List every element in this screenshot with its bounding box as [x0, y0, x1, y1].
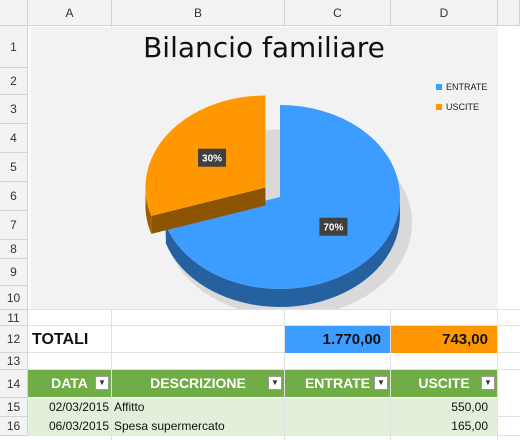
row-header-6[interactable]: 6 — [0, 182, 28, 211]
pie-svg: 70% 30% — [145, 95, 412, 309]
dropdown-arrow-icon[interactable]: ▼ — [95, 376, 109, 390]
row-header-10[interactable]: 10 — [0, 286, 28, 310]
legend-label-uscite: USCITE — [446, 102, 480, 112]
table-row-2-data[interactable]: 06/03/2015 — [28, 417, 111, 436]
table-row-1-uscite[interactable]: 550,00 — [391, 398, 497, 417]
row-header-13[interactable]: 13 — [0, 353, 28, 370]
table-row-1-entrate[interactable] — [285, 398, 390, 417]
table-row-1-data[interactable]: 02/03/2015 — [28, 398, 111, 417]
header-entrate[interactable]: ENTRATE ▼ — [285, 370, 390, 397]
header-data[interactable]: DATA ▼ — [28, 370, 111, 397]
row-header-9[interactable]: 9 — [0, 259, 28, 286]
data-label-text: 70% — [323, 223, 343, 234]
header-uscite-label: USCITE — [418, 375, 470, 391]
legend-item-entrate: ENTRATE — [436, 77, 487, 97]
row-header-14[interactable]: 14 — [0, 370, 28, 398]
row-header-5[interactable]: 5 — [0, 153, 28, 182]
data-label-box — [198, 148, 227, 167]
table-row-2-descrizione[interactable]: Spesa supermercato — [112, 417, 284, 436]
dropdown-arrow-icon[interactable]: ▼ — [481, 376, 495, 390]
header-entrate-label: ENTRATE — [304, 375, 371, 391]
legend-item-uscite: USCITE — [436, 97, 487, 117]
totals-label[interactable]: TOTALI — [32, 331, 89, 348]
pie-slice-entrate[interactable] — [165, 105, 401, 289]
data-label-box — [319, 217, 348, 236]
row-header-8[interactable]: 8 — [0, 240, 28, 259]
gridline — [28, 309, 520, 310]
header-descrizione-label: DESCRIZIONE — [150, 375, 246, 391]
data-label-text: 30% — [202, 154, 222, 165]
select-all-corner[interactable] — [0, 0, 28, 26]
column-header-d[interactable]: D — [391, 0, 498, 26]
totals-entrate[interactable]: 1.770,00 — [285, 326, 390, 353]
chart-title: Bilancio familiare — [143, 31, 385, 64]
column-header-e[interactable] — [498, 0, 520, 26]
table-row-1-descrizione[interactable]: Affitto — [112, 398, 284, 417]
header-descrizione[interactable]: DESCRIZIONE ▼ — [112, 370, 284, 397]
gridline — [28, 369, 520, 370]
row-header-15[interactable]: 15 — [0, 398, 28, 417]
totals-uscite[interactable]: 743,00 — [391, 326, 497, 353]
table-row-2-entrate[interactable] — [285, 417, 390, 436]
gridline — [28, 352, 520, 353]
header-uscite[interactable]: USCITE ▼ — [391, 370, 497, 397]
chart-legend: ENTRATE USCITE — [436, 77, 487, 117]
row-header-3[interactable]: 3 — [0, 95, 28, 124]
row-header-1[interactable]: 1 — [0, 26, 28, 68]
row-header-16[interactable]: 16 — [0, 417, 28, 436]
table-row-2-uscite[interactable]: 165,00 — [391, 417, 497, 436]
pie-chart[interactable]: Bilancio familiare 70% 30% ENTRATE USCITE — [30, 27, 498, 309]
legend-label-entrate: ENTRATE — [446, 82, 488, 92]
pie-side-entrate — [165, 194, 400, 307]
pie-data-label-entrate: 70% — [319, 217, 348, 236]
row-header-4[interactable]: 4 — [0, 124, 28, 153]
row-header-12[interactable]: 12 — [0, 326, 28, 353]
pie-side-uscite — [145, 184, 152, 234]
gridline — [28, 325, 520, 326]
column-header-b[interactable]: B — [112, 0, 285, 26]
dropdown-arrow-icon[interactable]: ▼ — [374, 376, 388, 390]
dropdown-arrow-icon[interactable]: ▼ — [268, 376, 282, 390]
pie-data-label-uscite: 30% — [198, 148, 227, 167]
row-header-11[interactable]: 11 — [0, 310, 28, 326]
header-data-label: DATA — [51, 375, 88, 391]
column-header-a[interactable]: A — [28, 0, 112, 26]
column-header-c[interactable]: C — [285, 0, 391, 26]
pie-cut-wall-uscite — [151, 187, 266, 234]
row-header-2[interactable]: 2 — [0, 68, 28, 95]
row-header-7[interactable]: 7 — [0, 211, 28, 240]
legend-swatch-entrate — [436, 84, 442, 90]
legend-swatch-uscite — [436, 104, 442, 110]
